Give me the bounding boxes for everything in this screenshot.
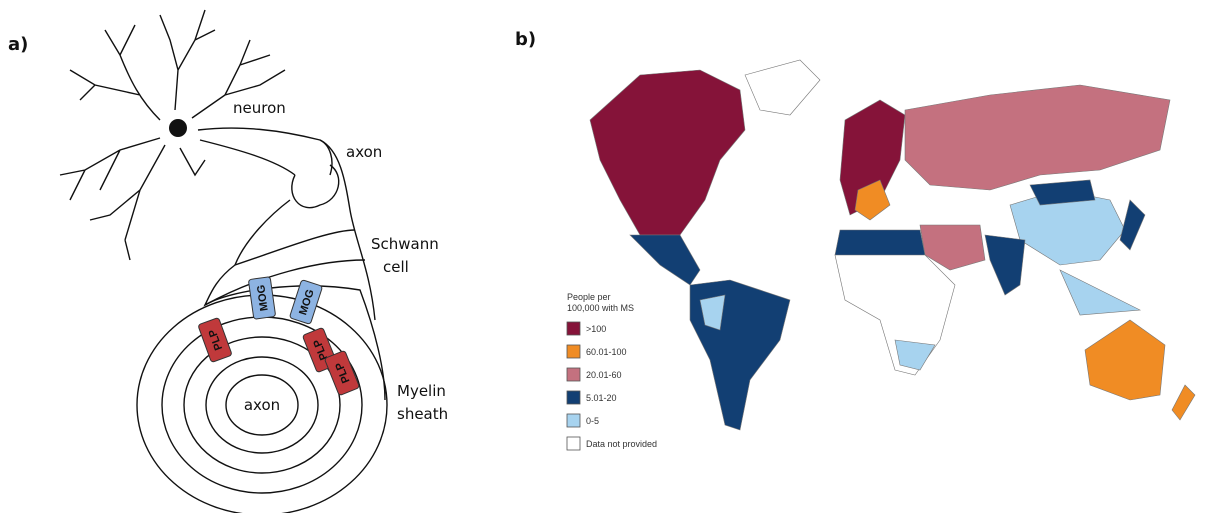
protein: PLP xyxy=(324,350,359,395)
legend: >100 60.01-100 20.01-60 5.01-20 0-5 Data not … xyxy=(567,322,657,450)
legend-swatch xyxy=(567,322,580,335)
axon-label: axon xyxy=(346,143,382,161)
legend-swatch xyxy=(567,345,580,358)
country-region xyxy=(1060,270,1140,315)
panel-a: a) neuron axon Schwann cell Myelin xyxy=(8,10,448,513)
legend-label: Data not provided xyxy=(586,439,657,449)
legend-title: People per xyxy=(567,292,611,302)
schwann-label: Schwann xyxy=(371,235,439,253)
legend-label: 60.01-100 xyxy=(586,347,627,357)
legend-swatch xyxy=(567,391,580,404)
legend-label: 0-5 xyxy=(586,416,599,426)
axon-center-label: axon xyxy=(244,396,280,414)
country-region xyxy=(895,340,935,370)
neuron-label: neuron xyxy=(233,99,286,117)
neuron-drawing xyxy=(60,10,387,513)
panel-label: a) xyxy=(8,34,28,55)
country-region xyxy=(1120,200,1145,250)
country-region xyxy=(590,70,745,235)
legend-label: 5.01-20 xyxy=(586,393,617,403)
country-region xyxy=(905,85,1170,190)
legend-label: >100 xyxy=(586,324,606,334)
panel-label: b) xyxy=(515,29,536,50)
myelin-label: Myelin xyxy=(397,382,446,400)
figure: a) neuron axon Schwann cell Myelin xyxy=(0,0,1214,513)
legend-swatch xyxy=(567,414,580,427)
country-region xyxy=(985,235,1025,295)
panel-b: b) People per 100,000 with MS >100 60.01-… xyxy=(515,29,1195,450)
country-region xyxy=(745,60,820,115)
legend-swatch xyxy=(567,437,580,450)
country-region xyxy=(835,255,955,375)
world-map xyxy=(590,60,1195,430)
legend-title: 100,000 with MS xyxy=(567,303,634,313)
country-region xyxy=(1085,320,1165,400)
country-region xyxy=(1172,385,1195,420)
myelin-label: sheath xyxy=(397,405,448,423)
legend-label: 20.01-60 xyxy=(586,370,622,380)
legend-swatch xyxy=(567,368,580,381)
protein: MOG xyxy=(248,277,275,320)
schwann-label: cell xyxy=(383,258,409,276)
nucleus xyxy=(169,119,187,137)
protein: PLP xyxy=(198,317,232,362)
country-region xyxy=(630,235,700,285)
